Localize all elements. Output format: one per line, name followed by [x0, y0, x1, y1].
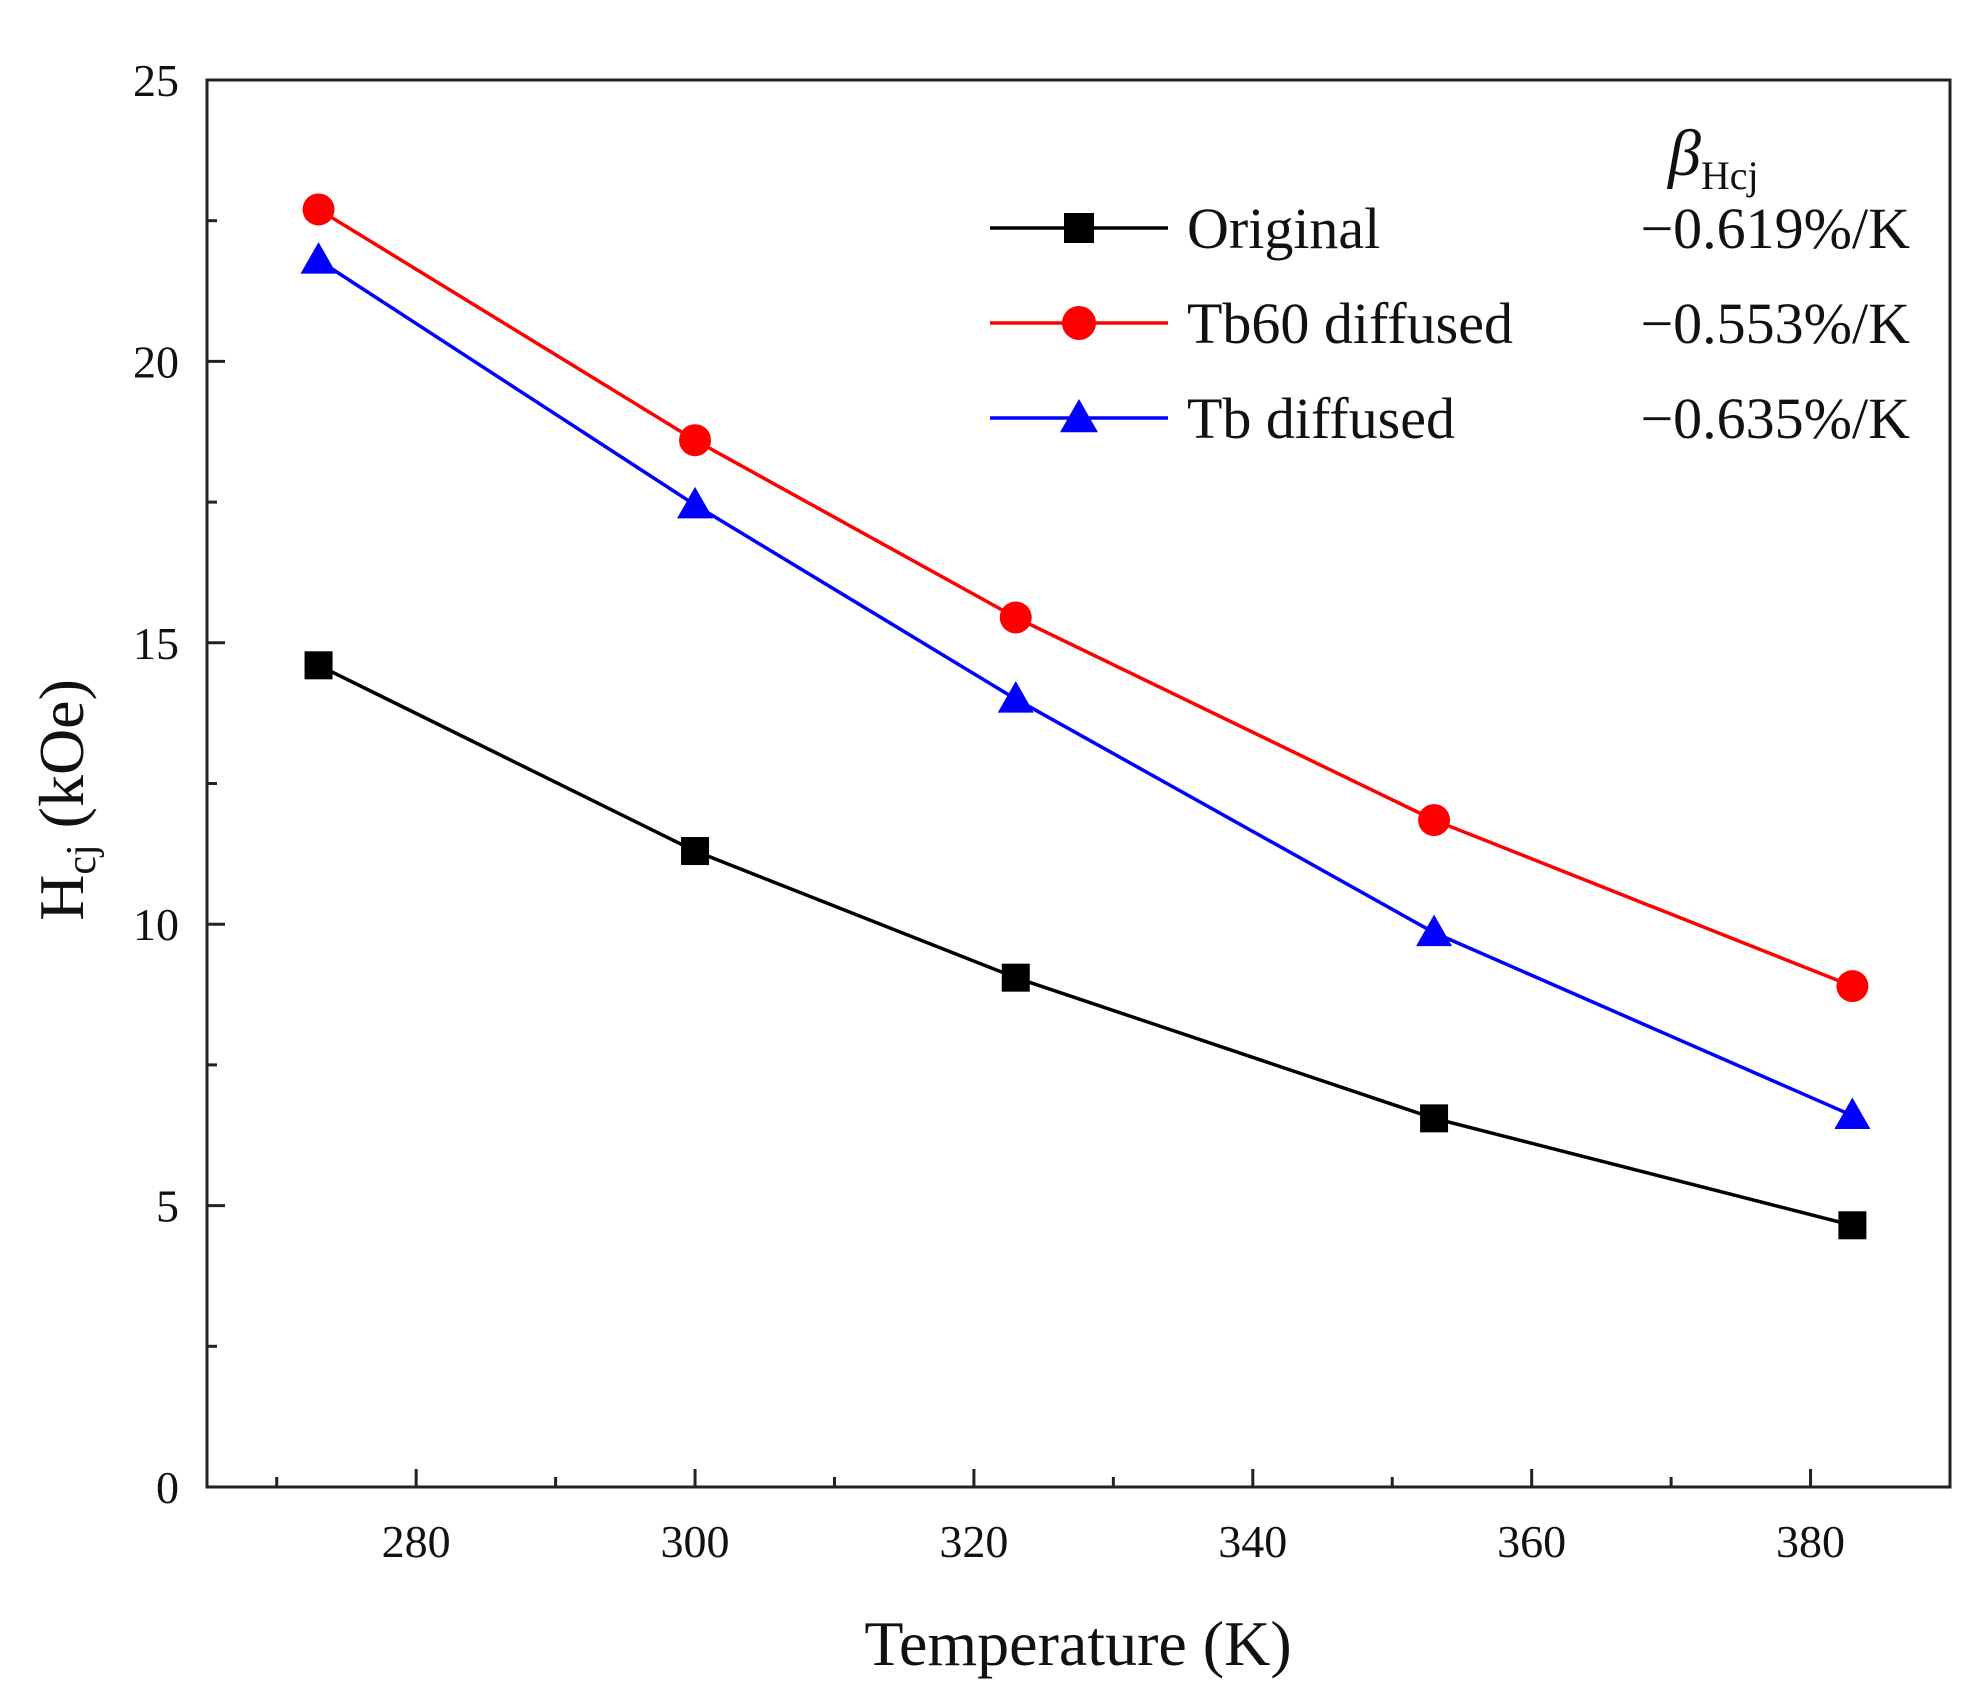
legend-header: βHcj: [1666, 117, 1759, 198]
data-point: [1834, 1097, 1871, 1130]
legend: Original −0.619%/K Tb60 diffused −0.553%/K T…: [990, 196, 1910, 451]
y-tick-labels: 0 5 10 15 20 25: [133, 55, 179, 1513]
y-axis-title: Hcj (kOe): [26, 679, 105, 921]
data-point: [1838, 1211, 1867, 1240]
data-point: [677, 486, 714, 519]
data-point: [1418, 804, 1451, 837]
axis-ticks: [207, 78, 1813, 1489]
data-point: [1001, 963, 1030, 992]
series-markers: [300, 193, 1871, 1240]
x-tick-label: 280: [382, 1516, 451, 1567]
x-tick-label: 360: [1497, 1516, 1566, 1567]
legend-label: Tb diffused: [1187, 386, 1455, 451]
x-tick-label: 300: [661, 1516, 730, 1567]
y-tick-label: 25: [133, 55, 179, 106]
x-tick-label: 320: [939, 1516, 1008, 1567]
legend-beta-value: −0.553%/K: [1640, 291, 1910, 356]
legend-label: Tb60 diffused: [1187, 291, 1513, 356]
data-point: [1836, 970, 1869, 1003]
y-tick-label: 20: [133, 336, 179, 387]
legend-beta-value: −0.635%/K: [1640, 386, 1910, 451]
y-tick-label: 10: [133, 899, 179, 950]
legend-marker: [1062, 306, 1096, 340]
data-point: [300, 242, 337, 274]
series-lines: [317, 207, 1854, 1227]
legend-marker: [1060, 399, 1098, 433]
y-axis-title-main: H: [26, 875, 97, 921]
data-point: [679, 424, 712, 457]
data-point: [999, 601, 1032, 634]
legend-marker: [1064, 213, 1094, 243]
series-line-2: [317, 258, 1854, 1118]
y-tick-label: 5: [156, 1181, 179, 1232]
y-tick-label: 15: [133, 618, 179, 669]
legend-header-symbol: β: [1666, 117, 1701, 190]
legend-beta-value: −0.619%/K: [1640, 196, 1910, 261]
data-point: [997, 681, 1034, 713]
legend-label: Original: [1187, 196, 1380, 261]
x-tick-label: 340: [1218, 1516, 1287, 1567]
data-point: [304, 651, 333, 680]
x-axis-title: Temperature (K): [864, 1608, 1291, 1679]
x-tick-label: 380: [1776, 1516, 1845, 1567]
y-axis-title-unit: (kOe): [26, 679, 97, 844]
y-tick-label: 0: [156, 1462, 179, 1513]
x-tick-labels: 280 300 320 340 360 380: [382, 1516, 1845, 1567]
legend-header-sub: Hcj: [1701, 153, 1759, 198]
data-point: [1420, 1104, 1449, 1133]
data-point: [302, 193, 335, 226]
data-point: [1416, 914, 1453, 947]
data-point: [681, 837, 710, 866]
y-axis-title-sub: cj: [59, 844, 105, 874]
series-line-0: [317, 663, 1853, 1227]
